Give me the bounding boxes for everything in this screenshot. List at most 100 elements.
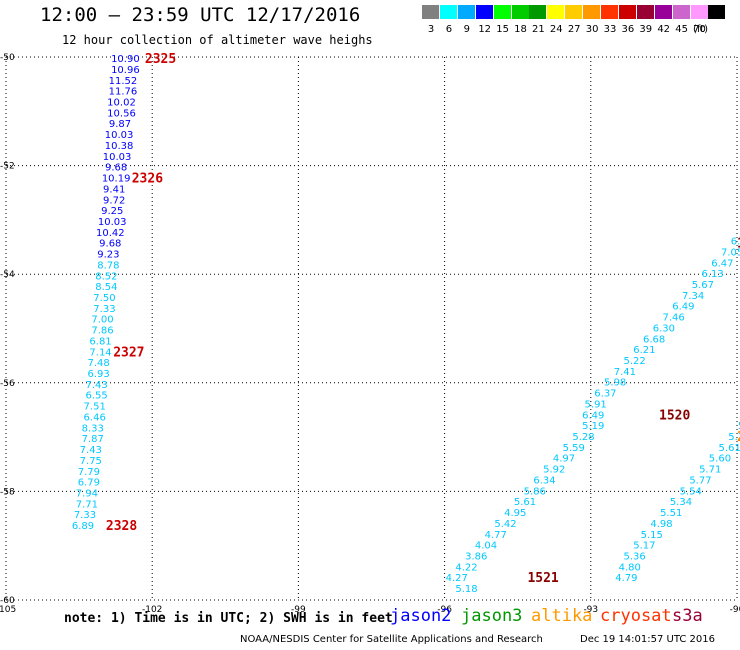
swh-value: 10.42 — [96, 228, 125, 239]
swh-value: 8.52 — [95, 271, 117, 282]
lon-tick-label: -93 — [583, 605, 598, 615]
legend-swatch — [511, 5, 529, 19]
swh-value: 7.05 — [721, 247, 740, 258]
map-title: 12:00 — 23:59 UTC 12/17/2016 — [40, 4, 361, 26]
axis-ticks: -105 -102 -99 -96 -93 -90 -50 -52 -54 -56 -58 -60 — [0, 53, 740, 615]
lat-tick-label: -54 — [0, 270, 15, 280]
legend-swatch — [547, 5, 565, 19]
footer-credit: NOAA/NESDIS Center for Satellite Applica… — [240, 634, 543, 645]
pass-number: 2315 — [737, 430, 740, 445]
swh-value: 5.59 — [563, 443, 585, 454]
swh-value: 8.78 — [97, 260, 119, 271]
pass-number: 1521 — [527, 571, 558, 586]
legend-swatch — [708, 5, 726, 19]
swh-value: 9.68 — [105, 163, 127, 174]
lon-tick-label: -105 — [0, 605, 16, 615]
pass-number: 1520 — [659, 408, 690, 423]
swh-value: 8.33 — [82, 423, 104, 434]
legend-label: 36 — [621, 24, 635, 35]
swh-value: 6.68 — [643, 334, 665, 345]
swh-value: 6.21 — [633, 345, 655, 356]
satellite-label: altika — [531, 606, 593, 626]
swh-value: 5.18 — [455, 584, 477, 595]
lat-tick-label: -60 — [0, 596, 15, 606]
swh-value: 7.50 — [93, 293, 115, 304]
legend-label: 27 — [567, 24, 581, 35]
swh-value: 6.37 — [594, 389, 616, 400]
swh-value: 5.34 — [670, 497, 692, 508]
legend-label: 12 — [478, 24, 492, 35]
map-subtitle: 12 hour collection of altimeter wave hei… — [62, 33, 373, 47]
swh-value: 6.49 — [582, 410, 604, 421]
swh-value: 4.22 — [455, 562, 477, 573]
swh-value: 7.75 — [80, 456, 102, 467]
legend-swatch — [583, 5, 601, 19]
swh-value: 10.03 — [103, 152, 132, 163]
swh-value: 8.54 — [95, 282, 117, 293]
swh-value: 7.94 — [76, 488, 98, 499]
lat-tick-label: -58 — [0, 487, 15, 497]
legend-swatch — [475, 5, 493, 19]
lat-tick-label: -56 — [0, 379, 15, 389]
swh-value: 5.98 — [604, 378, 626, 389]
swh-value: 6.89 — [72, 521, 94, 532]
swh-value: 6.30 — [653, 323, 675, 334]
legend-swatch — [439, 5, 457, 19]
legend-label: 45 — [675, 24, 688, 35]
swh-value: 6.13 — [702, 269, 724, 280]
swh-value: 7.86 — [91, 326, 113, 337]
legend-swatch — [618, 5, 636, 19]
swh-value: 6.34 — [533, 475, 555, 486]
swh-value: 5.60 — [709, 454, 731, 465]
legend-swatch — [690, 5, 708, 19]
legend-swatch — [529, 5, 547, 19]
lat-tick-label: -50 — [0, 53, 15, 63]
legend-swatch — [565, 5, 583, 19]
swh-value: 6.49 — [672, 302, 694, 313]
swh-value: 6.55 — [86, 391, 108, 402]
swh-value: 7.48 — [87, 358, 109, 369]
swh-value: 5.86 — [524, 486, 546, 497]
swh-value: 9.25 — [101, 206, 123, 217]
swh-value: 10.03 — [105, 130, 134, 141]
swh-value: 10.38 — [105, 141, 134, 152]
swh-value: 7.46 — [663, 313, 685, 324]
legend-swatch — [457, 5, 475, 19]
swh-value: 4.04 — [475, 541, 497, 552]
legend-label: 9 — [463, 24, 470, 35]
swh-value: 4.27 — [446, 573, 468, 584]
satellite-label: jason3 — [461, 606, 523, 626]
legend-unit: (ft) — [693, 24, 709, 35]
swh-value: 10.02 — [107, 98, 136, 109]
legend-swatch — [672, 5, 690, 19]
legend-label: 33 — [603, 24, 617, 35]
swh-value: 10.19 — [102, 174, 131, 185]
swh-value: 11.52 — [109, 76, 138, 87]
pass-number: 2327 — [113, 345, 144, 360]
lon-tick-label: -102 — [142, 605, 162, 615]
swh-value: 9.72 — [103, 195, 125, 206]
lon-tick-label: -99 — [291, 605, 306, 615]
satellite-label: jason2 — [390, 606, 452, 626]
satellite-label: cryosat — [600, 606, 672, 626]
swh-value: 4.97 — [553, 454, 575, 465]
pass-number: 2326 — [132, 172, 163, 187]
pass-number: 2325 — [145, 52, 176, 67]
legend-label: 39 — [639, 24, 653, 35]
swh-points: 10.9010.9611.5211.7610.0210.569.8710.031… — [72, 54, 740, 595]
swh-value: 7.43 — [80, 445, 102, 456]
swh-value: 5.19 — [582, 421, 604, 432]
swh-value: 6.93 — [87, 369, 109, 380]
legend-swatch — [422, 5, 439, 19]
swh-value: 5.38 — [728, 432, 740, 443]
legend-swatch — [636, 5, 654, 19]
swh-value: 5.71 — [699, 465, 721, 476]
swh-value: 6.81 — [89, 336, 111, 347]
swh-value: 7.34 — [682, 291, 704, 302]
swh-value: 7.71 — [76, 499, 98, 510]
swh-value: 5.17 — [633, 541, 655, 552]
swh-value: 6.79 — [78, 478, 100, 489]
legend-swatch — [654, 5, 672, 19]
swh-value: 10.03 — [98, 217, 127, 228]
